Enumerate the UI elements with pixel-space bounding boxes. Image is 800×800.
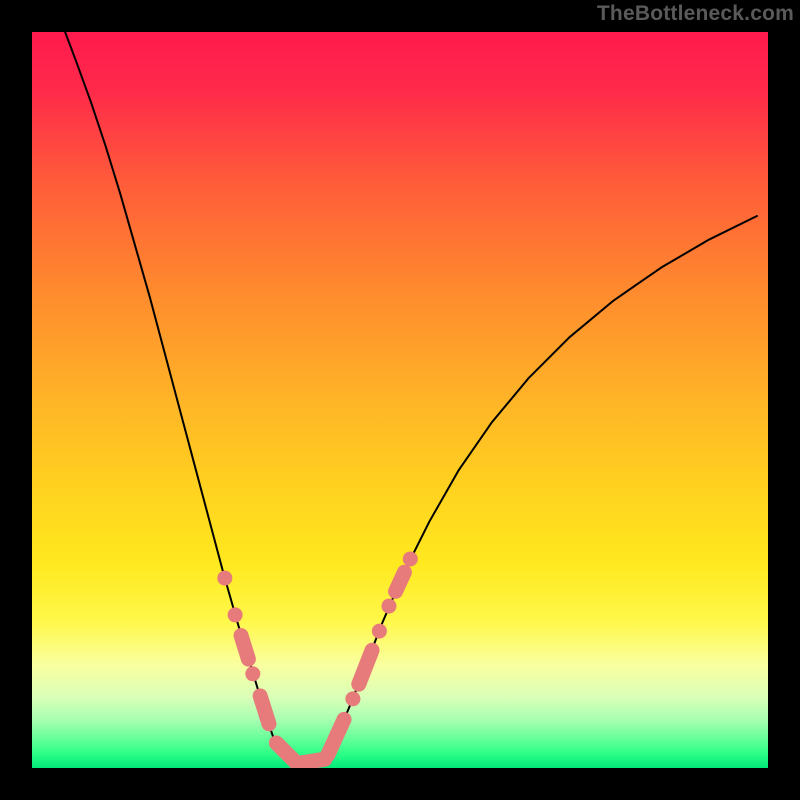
data-capsule — [396, 572, 405, 591]
data-capsule — [241, 636, 248, 660]
data-point — [372, 624, 387, 639]
data-point — [228, 607, 243, 622]
chart-container: TheBottleneck.com — [0, 0, 800, 800]
gradient-background — [32, 32, 768, 768]
data-capsule — [260, 696, 269, 724]
data-point — [217, 571, 232, 586]
watermark-text: TheBottleneck.com — [597, 2, 794, 26]
data-point — [381, 599, 396, 614]
bottleneck-curve-chart — [32, 32, 768, 768]
data-capsule — [297, 759, 325, 763]
data-point — [345, 691, 360, 706]
data-point — [403, 551, 418, 566]
data-point — [245, 666, 260, 681]
